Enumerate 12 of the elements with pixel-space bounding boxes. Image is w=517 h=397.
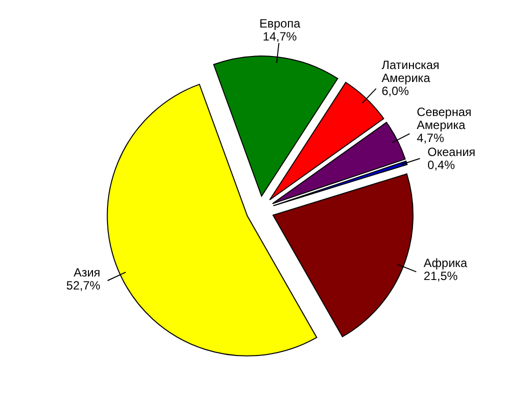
data-label: 4,7% [416, 131, 444, 146]
slice-label: Европа [259, 16, 301, 31]
slice-label: Северная Америка [416, 105, 472, 132]
slice-label: Океания [428, 145, 476, 160]
slice-label: Азия [74, 265, 100, 280]
data-label: 14,7% [262, 30, 298, 44]
slice-label: Африка [424, 256, 468, 270]
data-label: 0,4% [428, 158, 456, 172]
data-label: 6,0% [382, 84, 410, 98]
data-label: 52,7% [66, 278, 101, 292]
slice-label: Латинская Америка [382, 58, 440, 85]
data-label: 21,5% [424, 269, 458, 284]
